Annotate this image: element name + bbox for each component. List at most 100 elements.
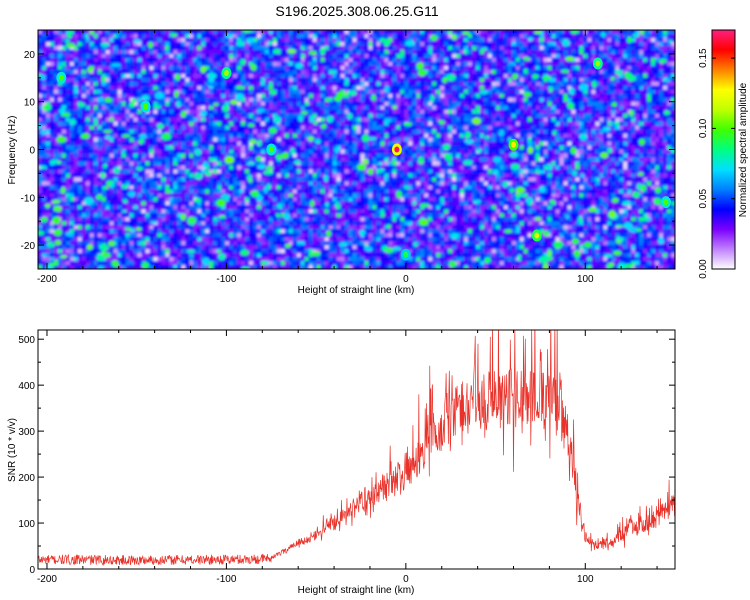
heatmap-cell	[364, 61, 369, 67]
heatmap-cell	[535, 117, 541, 123]
heatmap-cell	[332, 57, 337, 63]
heatmap-cell	[643, 109, 648, 115]
heatmap-cell	[153, 145, 158, 150]
heatmap-cell	[515, 105, 521, 111]
heatmap-cell	[221, 121, 226, 126]
heatmap-cell	[237, 89, 242, 95]
heatmap-cell	[384, 109, 389, 115]
heatmap-cell	[237, 121, 242, 126]
heatmap-cell	[635, 97, 640, 103]
heatmap-cell	[408, 85, 413, 91]
heatmap-cell	[65, 81, 71, 87]
heatmap-cell	[400, 149, 405, 154]
heatmap-cell	[145, 49, 150, 55]
heatmap-cell	[348, 61, 353, 67]
heatmap-cell	[69, 141, 75, 146]
heatmap-cell	[165, 77, 170, 83]
heatmap-cell	[432, 109, 437, 115]
heatmap-cell	[611, 61, 616, 67]
heatmap-cell	[555, 129, 560, 134]
heatmap-cell	[324, 141, 330, 146]
heatmap-cell	[491, 141, 497, 146]
heatmap-cell	[221, 37, 226, 43]
heatmap-cell	[189, 30, 194, 35]
heatmap-cell	[424, 145, 429, 150]
heatmap-cell	[276, 41, 282, 47]
heatmap-cell	[372, 81, 377, 87]
heatmap-cell	[547, 149, 552, 154]
heatmap-cell	[368, 113, 373, 119]
heatmap-cell	[181, 101, 186, 107]
heatmap-cell	[153, 109, 158, 115]
heatmap-cell	[523, 33, 529, 39]
heatmap-cell	[547, 113, 552, 119]
heatmap-cell	[125, 129, 130, 134]
heatmap-cell	[221, 93, 226, 99]
heatmap-cell	[117, 97, 123, 103]
heatmap-cell	[408, 129, 413, 134]
heatmap-cell	[312, 137, 318, 142]
heatmap-cell	[189, 81, 194, 87]
heatmap-cell	[332, 129, 337, 134]
heatmap-cell	[81, 113, 87, 119]
heatmap-cell	[547, 133, 552, 138]
heatmap-cell	[268, 30, 274, 35]
heatmap-cell	[308, 85, 314, 91]
heatmap-cell	[113, 37, 119, 43]
heatmap-cell	[45, 30, 51, 35]
heatmap-cell	[611, 45, 616, 51]
heatmap-cell	[316, 125, 322, 130]
heatmap-cell	[249, 69, 254, 75]
heatmap-cell	[499, 81, 505, 87]
heatmap-cell	[213, 129, 218, 134]
heatmap-cell	[467, 73, 473, 79]
heatmap-cell	[264, 49, 270, 55]
heatmap-cell	[479, 109, 485, 115]
heatmap-cell	[380, 33, 385, 39]
heatmap-cell	[121, 105, 126, 111]
heatmap-cell	[420, 37, 425, 43]
heatmap-cell	[133, 33, 138, 39]
heatmap-cell	[655, 121, 660, 126]
heatmap-cell	[563, 61, 568, 67]
heatmap-cell	[555, 101, 560, 107]
heatmap-cell	[153, 53, 158, 59]
heatmap-cell	[316, 93, 322, 99]
heatmap-cell	[300, 113, 306, 119]
heatmap-cell	[643, 73, 648, 79]
heatmap-cell	[671, 81, 675, 87]
heatmap-cell	[332, 73, 337, 79]
heatmap-cell	[535, 85, 541, 91]
heatmap-cell	[153, 30, 158, 35]
heatmap-cell	[145, 137, 150, 142]
heatmap-cell	[237, 117, 242, 123]
heatmap-cell	[133, 153, 138, 158]
heatmap-cell	[256, 45, 262, 51]
heatmap-cell	[420, 137, 425, 142]
heatmap-cell	[125, 109, 130, 115]
heatmap-cell	[165, 61, 170, 67]
heatmap-cell	[296, 33, 302, 39]
heatmap-cell	[507, 85, 513, 91]
heatmap-cell	[404, 69, 409, 75]
heatmap-cell	[77, 81, 83, 87]
heatmap-cell	[65, 89, 71, 95]
heatmap-cell	[440, 89, 445, 95]
heatmap-cell	[57, 61, 63, 67]
heatmap-cell	[61, 81, 67, 87]
heatmap-cell	[456, 85, 461, 91]
heatmap-cell	[396, 33, 401, 39]
heatmap-cell	[320, 65, 326, 71]
heatmap-cell	[197, 113, 202, 119]
heatmap-cell	[356, 113, 361, 119]
heatmap-cell	[205, 145, 210, 150]
heatmap-cell	[49, 41, 55, 47]
heatmap-cell	[233, 97, 238, 103]
heatmap-cell	[165, 49, 170, 55]
heatmap-cell	[416, 73, 421, 79]
heatmap-cell	[49, 53, 55, 59]
heatmap-cell	[475, 61, 481, 67]
heatmap-cell	[133, 149, 138, 154]
heatmap-cell	[65, 105, 71, 111]
heatmap-cell	[611, 121, 616, 126]
